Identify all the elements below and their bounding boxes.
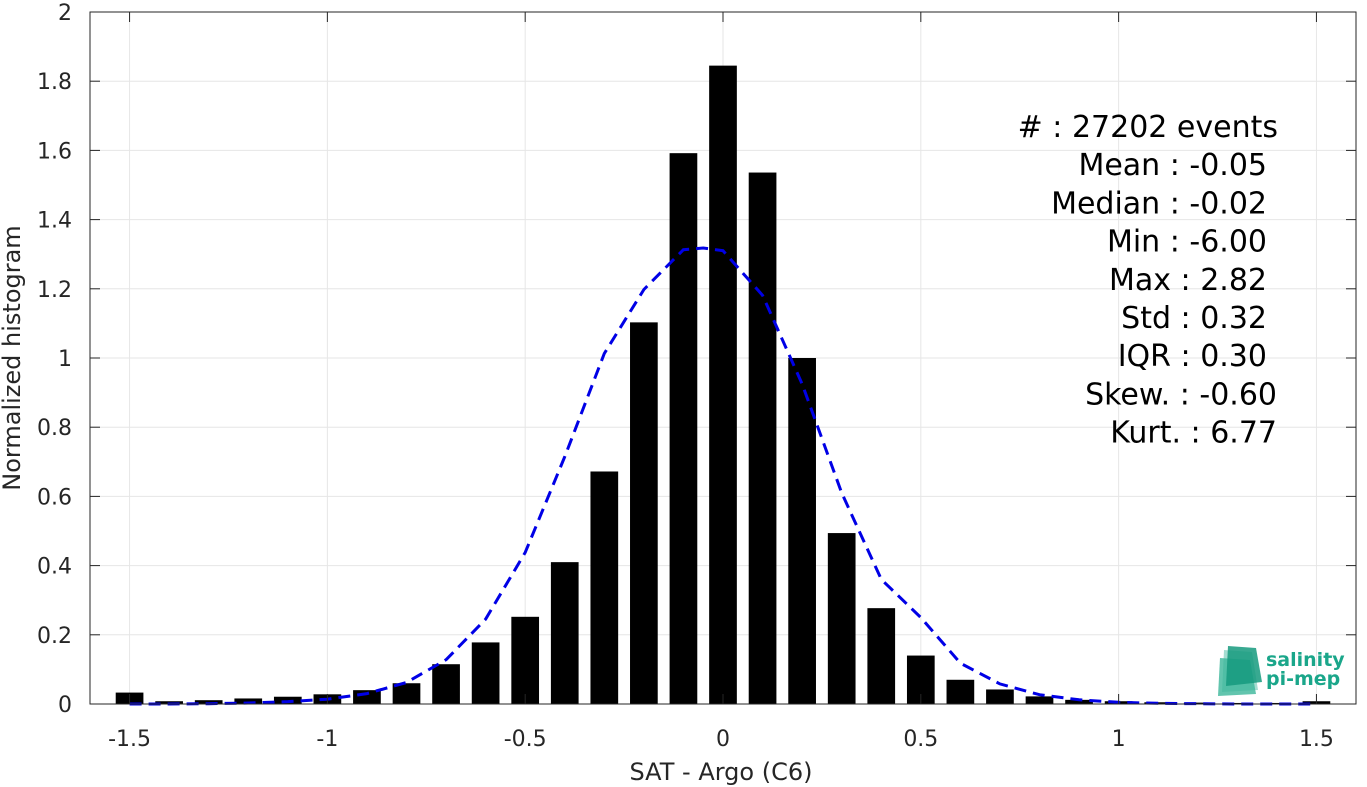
y-tick-label: 0.2 bbox=[37, 624, 72, 649]
x-tick-label: -1.5 bbox=[108, 727, 151, 752]
y-tick-label: 1.2 bbox=[37, 278, 72, 303]
histogram-bar bbox=[827, 533, 856, 704]
y-axis-label: Normalized histogram bbox=[0, 225, 26, 490]
x-tick-label: 1.5 bbox=[1299, 727, 1334, 752]
histogram-bar bbox=[867, 608, 896, 704]
histogram-bar bbox=[630, 322, 658, 704]
gaussian-fit-curve bbox=[129, 246, 1317, 706]
histogram-bar bbox=[748, 172, 777, 704]
x-tick-label: -0.5 bbox=[504, 727, 547, 752]
y-tick-label: 1.6 bbox=[37, 139, 72, 164]
histogram-bar bbox=[946, 679, 975, 704]
x-axis-label: SAT - Argo (C6) bbox=[630, 758, 813, 786]
histogram-bar bbox=[194, 700, 223, 704]
y-tick-label: 1 bbox=[58, 347, 72, 372]
x-tick-label: 0.5 bbox=[903, 727, 938, 752]
histogram-bar bbox=[511, 616, 540, 704]
y-tick-label: 0.6 bbox=[37, 485, 72, 510]
histogram-bar bbox=[550, 562, 579, 704]
axis-ticks: -1.5 -1 -0.5 0 0.5 1 1.5 0 0.2 0.4 0.6 0.8 1 1.2 1.4 1.… bbox=[37, 1, 1356, 752]
logo-text-line2: pi-mep bbox=[1266, 668, 1340, 690]
x-tick-label: -1 bbox=[316, 727, 338, 752]
y-tick-label: 2 bbox=[58, 1, 72, 26]
salinity-pi-mep-logo: salinity pi-mep bbox=[1218, 646, 1345, 696]
stat-line: Max : 2.82 bbox=[1109, 263, 1267, 298]
x-tick-label: 1 bbox=[1112, 727, 1126, 752]
stat-line: Min : -6.00 bbox=[1107, 225, 1267, 260]
histogram-bar bbox=[669, 153, 698, 705]
histogram-bar bbox=[709, 65, 737, 704]
histogram-bar bbox=[1065, 699, 1093, 704]
stat-line: Median : -0.02 bbox=[1051, 186, 1267, 221]
histogram-bar bbox=[590, 471, 619, 704]
stat-line: # : 27202 events bbox=[1018, 110, 1278, 145]
logo-text-line1: salinity bbox=[1266, 649, 1345, 671]
histogram-bar bbox=[788, 358, 816, 704]
stat-line: IQR : 0.30 bbox=[1118, 339, 1267, 374]
histogram-bar bbox=[1183, 702, 1212, 704]
y-tick-label: 1.8 bbox=[37, 70, 72, 95]
y-tick-label: 0.4 bbox=[37, 555, 72, 580]
y-tick-label: 1.4 bbox=[37, 209, 72, 234]
x-tick-label: 0 bbox=[716, 727, 730, 752]
stat-line: Skew. : -0.60 bbox=[1085, 377, 1277, 412]
stat-line: Std : 0.32 bbox=[1121, 301, 1267, 336]
histogram-bar bbox=[234, 698, 263, 704]
stat-line: Mean : -0.05 bbox=[1078, 148, 1267, 183]
histogram-bar bbox=[392, 683, 421, 704]
histogram-bar bbox=[432, 664, 460, 704]
histogram-bar bbox=[986, 689, 1014, 704]
histogram-bar bbox=[471, 642, 500, 704]
y-tick-label: 0.8 bbox=[37, 416, 72, 441]
y-tick-label: 0 bbox=[58, 693, 72, 718]
histogram-bar bbox=[1223, 702, 1252, 704]
histogram-bar bbox=[1025, 696, 1054, 704]
histogram-bar bbox=[1263, 702, 1291, 704]
logo-mark-icon bbox=[1218, 646, 1262, 696]
stat-line: Kurt. : 6.77 bbox=[1110, 416, 1277, 451]
